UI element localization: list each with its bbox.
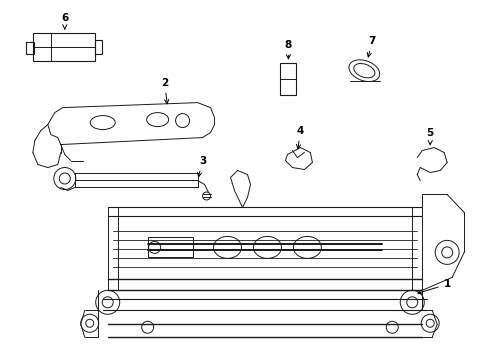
Bar — [33, 33, 95, 61]
Text: 2: 2 — [161, 78, 168, 104]
Text: 6: 6 — [61, 13, 68, 29]
Text: 3: 3 — [197, 156, 206, 177]
Bar — [280, 63, 296, 95]
Text: 4: 4 — [296, 126, 304, 149]
Bar — [95, 40, 102, 54]
Text: 7: 7 — [366, 36, 375, 57]
Text: 8: 8 — [284, 40, 291, 59]
Bar — [26, 42, 34, 54]
Text: 1: 1 — [417, 279, 450, 294]
Bar — [147, 237, 192, 257]
Text: 5: 5 — [426, 127, 433, 145]
